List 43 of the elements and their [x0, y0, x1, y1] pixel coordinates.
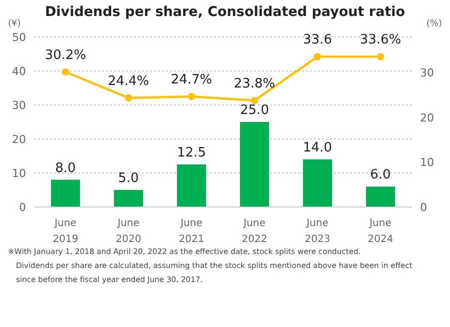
data-label: 5.0	[118, 171, 139, 186]
point	[124, 94, 132, 102]
y-axis-title: (¥)	[8, 19, 21, 29]
data-label: 33.6%	[360, 32, 402, 48]
data-label: 8.0	[55, 160, 76, 176]
bar	[177, 164, 206, 207]
data-label: 14.0	[303, 140, 332, 156]
y2-axis-title: (%)	[426, 19, 442, 29]
point	[314, 53, 322, 60]
y-tick-label: 30	[12, 98, 26, 112]
bar	[366, 186, 395, 207]
data-label: 23.8%	[234, 76, 276, 92]
y2-tick-label: 10	[420, 156, 434, 170]
y-tick-label: 0	[19, 200, 26, 214]
data-label: 24.4%	[108, 74, 150, 89]
x-tick-label: June 2020	[116, 218, 142, 245]
x-tick-label: June 2022	[242, 218, 268, 245]
y2-tick-label: 30	[420, 66, 434, 80]
bar	[303, 159, 332, 207]
y-tick-label: 50	[12, 30, 26, 44]
y2-tick-label: 0	[420, 200, 427, 214]
y-tick-label: 20	[12, 132, 26, 146]
y2-tick-label: 20	[420, 111, 434, 124]
chart-title: Dividends per share, Consolidated payout ratio	[44, 4, 406, 20]
x-tick-label: June 2024	[368, 218, 394, 245]
point	[188, 92, 196, 100]
point	[62, 68, 70, 76]
point	[250, 96, 258, 104]
point	[376, 53, 384, 60]
y-tick-label: 40	[12, 64, 26, 78]
data-label: 6.0	[370, 168, 391, 183]
y-tick-label: 10	[12, 166, 26, 180]
data-label: 30.2%	[44, 48, 86, 63]
data-label: 25.0	[240, 103, 269, 118]
data-label: 24.7%	[170, 72, 212, 88]
x-tick-label: June 2021	[178, 218, 204, 245]
bar	[114, 190, 143, 207]
data-label: 33.6	[303, 32, 332, 48]
x-tick-label: June 2023	[304, 218, 330, 245]
x-tick-label: June 2019	[52, 218, 78, 245]
bar	[240, 122, 269, 207]
data-label: 12.5	[177, 146, 206, 160]
bar	[51, 180, 80, 207]
